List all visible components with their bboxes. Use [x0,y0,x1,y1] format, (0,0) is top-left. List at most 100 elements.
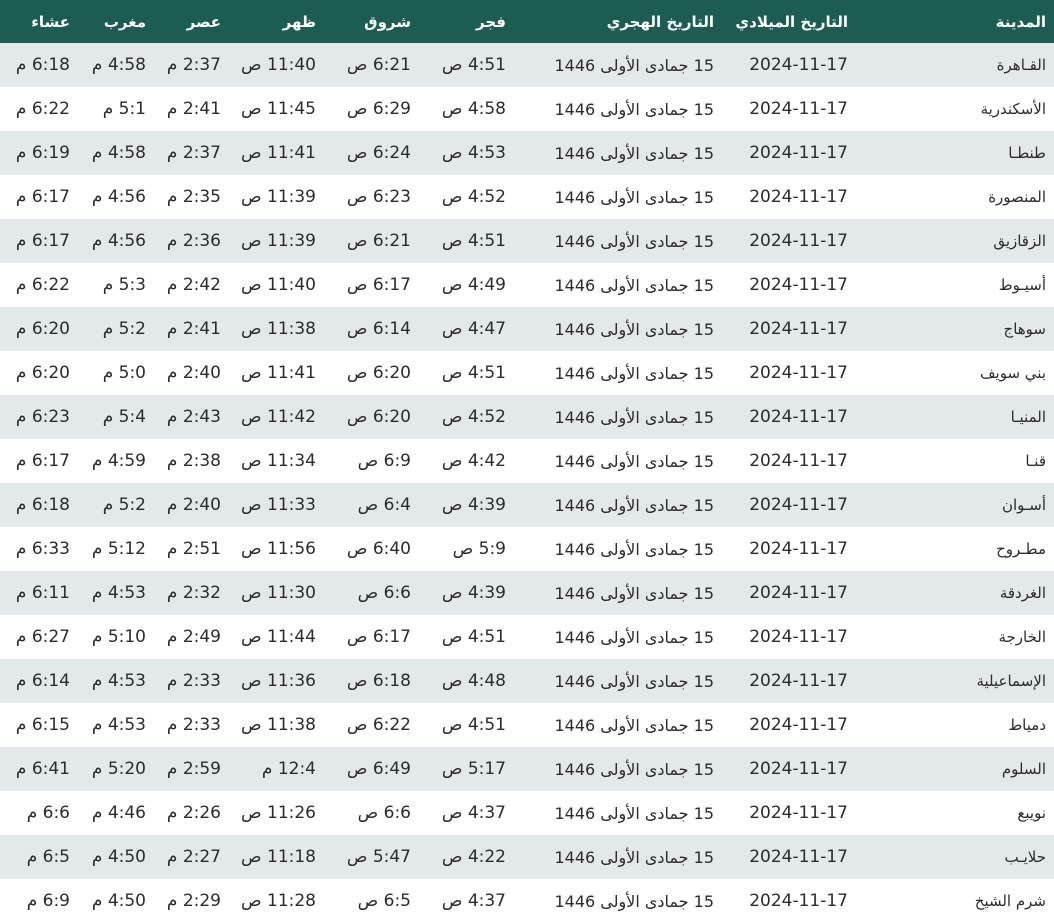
cell-city: أسـوان [856,483,1054,527]
cell-isha: 6:23 م [0,395,78,439]
table-row: أسيـوط 2024-11-17 15 جمادى الأولى 1446 4:49… [0,263,1054,307]
table-row: أسـوان 2024-11-17 15 جمادى الأولى 1446 4:39… [0,483,1054,527]
cell-isha: 6:33 م [0,527,78,571]
cell-shurooq: 6:14 ص [324,307,419,351]
cell-isha: 6:20 م [0,351,78,395]
cell-fajr: 4:51 ص [419,703,514,747]
cell-maghrib: 5:3 م [78,263,154,307]
cell-fajr: 4:47 ص [419,307,514,351]
cell-hijri-date: 15 جمادى الأولى 1446 [514,615,722,659]
cell-maghrib: 5:10 م [78,615,154,659]
cell-hijri-date: 15 جمادى الأولى 1446 [514,527,722,571]
cell-isha: 6:5 م [0,835,78,879]
cell-asr: 2:40 م [154,483,229,527]
cell-gregorian-date: 2024-11-17 [722,131,856,175]
cell-isha: 6:18 م [0,483,78,527]
table-row: حلايـب 2024-11-17 15 جمادى الأولى 1446 4:22… [0,835,1054,879]
cell-gregorian-date: 2024-11-17 [722,439,856,483]
cell-dhuhr: 11:39 ص [229,175,324,219]
cell-gregorian-date: 2024-11-17 [722,307,856,351]
cell-hijri-date: 15 جمادى الأولى 1446 [514,483,722,527]
cell-isha: 6:17 م [0,219,78,263]
cell-asr: 2:59 م [154,747,229,791]
cell-isha: 6:22 م [0,263,78,307]
cell-hijri-date: 15 جمادى الأولى 1446 [514,659,722,703]
cell-asr: 2:43 م [154,395,229,439]
cell-city: طنطـا [856,131,1054,175]
cell-shurooq: 6:17 ص [324,615,419,659]
cell-dhuhr: 11:39 ص [229,219,324,263]
cell-city: السلوم [856,747,1054,791]
cell-fajr: 4:51 ص [419,615,514,659]
table-row: قنـا 2024-11-17 15 جمادى الأولى 1446 4:42 ص… [0,439,1054,483]
table-row: بني سويف 2024-11-17 15 جمادى الأولى 1446 4:… [0,351,1054,395]
cell-asr: 2:29 م [154,879,229,923]
table-body: القـاهرة 2024-11-17 15 جمادى الأولى 1446 4:… [0,43,1054,923]
cell-fajr: 4:49 ص [419,263,514,307]
cell-hijri-date: 15 جمادى الأولى 1446 [514,87,722,131]
cell-fajr: 4:37 ص [419,879,514,923]
cell-dhuhr: 11:33 ص [229,483,324,527]
cell-maghrib: 4:59 م [78,439,154,483]
cell-shurooq: 6:6 ص [324,571,419,615]
cell-isha: 6:17 م [0,439,78,483]
cell-maghrib: 5:2 م [78,307,154,351]
cell-hijri-date: 15 جمادى الأولى 1446 [514,131,722,175]
cell-maghrib: 4:58 م [78,131,154,175]
cell-fajr: 5:17 ص [419,747,514,791]
cell-dhuhr: 11:41 ص [229,351,324,395]
cell-shurooq: 6:40 ص [324,527,419,571]
table-row: طنطـا 2024-11-17 15 جمادى الأولى 1446 4:53 … [0,131,1054,175]
cell-maghrib: 4:53 م [78,571,154,615]
cell-dhuhr: 11:26 ص [229,791,324,835]
cell-asr: 2:49 م [154,615,229,659]
cell-fajr: 4:53 ص [419,131,514,175]
cell-dhuhr: 11:44 ص [229,615,324,659]
cell-asr: 2:51 م [154,527,229,571]
cell-fajr: 4:48 ص [419,659,514,703]
cell-city: سوهاج [856,307,1054,351]
cell-asr: 2:26 م [154,791,229,835]
cell-hijri-date: 15 جمادى الأولى 1446 [514,395,722,439]
cell-fajr: 4:51 ص [419,219,514,263]
cell-maghrib: 4:58 م [78,43,154,87]
cell-shurooq: 6:49 ص [324,747,419,791]
table-row: شرم الشيخ 2024-11-17 15 جمادى الأولى 1446 4… [0,879,1054,923]
cell-maghrib: 5:2 م [78,483,154,527]
cell-gregorian-date: 2024-11-17 [722,791,856,835]
cell-shurooq: 6:20 ص [324,351,419,395]
cell-isha: 6:9 م [0,879,78,923]
cell-city: الأسكندرية [856,87,1054,131]
cell-hijri-date: 15 جمادى الأولى 1446 [514,703,722,747]
cell-shurooq: 6:17 ص [324,263,419,307]
table-row: الخارجة 2024-11-17 15 جمادى الأولى 1446 4:5… [0,615,1054,659]
cell-dhuhr: 11:18 ص [229,835,324,879]
header-maghrib: مغرب [78,0,154,43]
cell-shurooq: 5:47 ص [324,835,419,879]
table-row: الغردقة 2024-11-17 15 جمادى الأولى 1446 4:3… [0,571,1054,615]
cell-maghrib: 5:20 م [78,747,154,791]
table-row: الإسماعيلية 2024-11-17 15 جمادى الأولى 144… [0,659,1054,703]
cell-gregorian-date: 2024-11-17 [722,87,856,131]
cell-asr: 2:33 م [154,659,229,703]
cell-isha: 6:6 م [0,791,78,835]
cell-maghrib: 4:56 م [78,219,154,263]
cell-city: شرم الشيخ [856,879,1054,923]
table-row: المنصورة 2024-11-17 15 جمادى الأولى 1446 4:… [0,175,1054,219]
cell-hijri-date: 15 جمادى الأولى 1446 [514,571,722,615]
cell-fajr: 4:42 ص [419,439,514,483]
cell-dhuhr: 12:4 م [229,747,324,791]
cell-shurooq: 6:22 ص [324,703,419,747]
header-dhuhr: ظهر [229,0,324,43]
cell-isha: 6:41 م [0,747,78,791]
cell-city: حلايـب [856,835,1054,879]
cell-fajr: 4:51 ص [419,43,514,87]
cell-asr: 2:27 م [154,835,229,879]
cell-maghrib: 5:12 م [78,527,154,571]
header-row: المدينة التاريخ الميلادي التاريخ الهجري فجر… [0,0,1054,43]
cell-city: الخارجة [856,615,1054,659]
cell-hijri-date: 15 جمادى الأولى 1446 [514,175,722,219]
cell-isha: 6:18 م [0,43,78,87]
cell-fajr: 4:51 ص [419,351,514,395]
